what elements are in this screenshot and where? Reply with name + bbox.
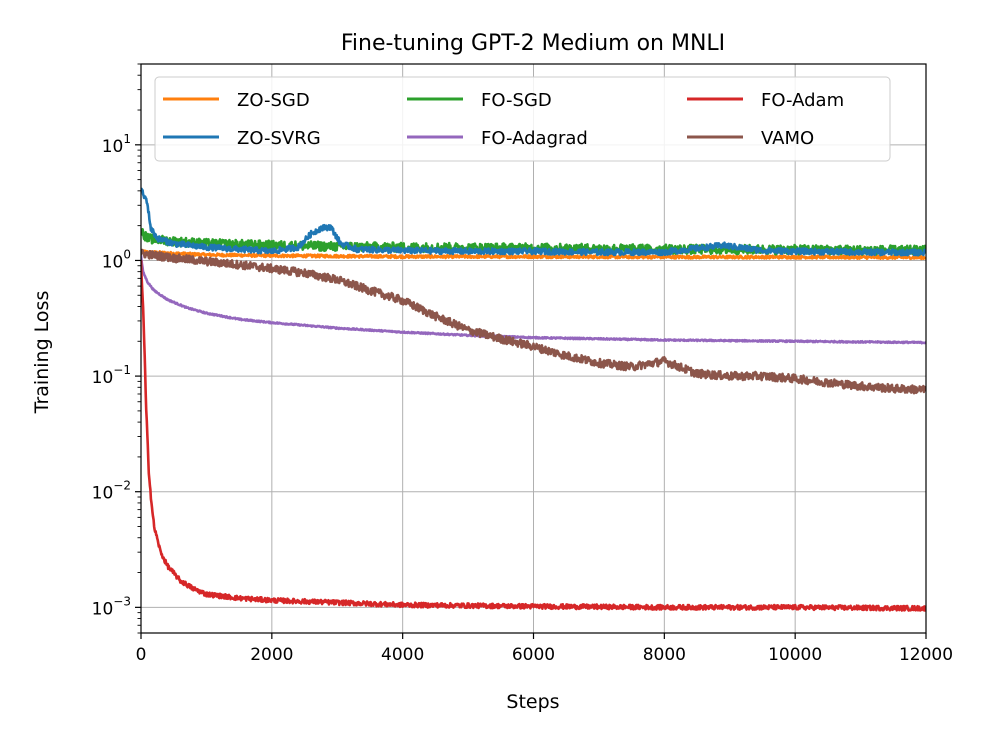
x-tick-label: 4000	[381, 645, 424, 665]
plot-area	[141, 187, 926, 612]
x-tick-label: 2000	[250, 645, 293, 665]
y-tick-label: 100	[102, 247, 131, 272]
x-axis-label: Steps	[506, 691, 559, 713]
x-tick-label: 12000	[899, 645, 953, 665]
y-tick-label: 10−3	[92, 594, 131, 619]
series-line-fo-adagrad	[141, 255, 926, 345]
legend: ZO-SGD ZO-SVRG FO-SGD FO-Adagrad FO-Adam VAMO	[154, 76, 891, 162]
y-tick-label: 101	[102, 132, 131, 157]
y-axis-label: Training Loss	[31, 291, 53, 415]
x-tick-label: 8000	[643, 645, 686, 665]
legend-label: FO-SGD	[481, 90, 552, 111]
ticks: 0 2000 4000 6000 8000 10000 12000 10−3 10−2 10−1 1…	[92, 63, 953, 665]
legend-label: ZO-SGD	[237, 90, 310, 111]
legend-label: FO-Adam	[761, 90, 844, 111]
x-tick-label: 6000	[512, 645, 555, 665]
y-tick-label: 10−2	[92, 479, 131, 504]
series-line-fo-adam	[141, 260, 926, 612]
legend-label: ZO-SVRG	[237, 128, 321, 149]
y-tick-label: 10−1	[92, 363, 131, 388]
legend-label: VAMO	[761, 128, 814, 149]
series-line-zo-sgd	[141, 248, 926, 261]
legend-label: FO-Adagrad	[481, 128, 588, 149]
series-line-zo-svrg	[141, 187, 926, 257]
chart-title: Fine-tuning GPT-2 Medium on MNLI	[341, 31, 725, 56]
series-line-vamo	[141, 248, 926, 395]
x-tick-label: 0	[136, 645, 147, 665]
x-tick-label: 10000	[768, 645, 822, 665]
